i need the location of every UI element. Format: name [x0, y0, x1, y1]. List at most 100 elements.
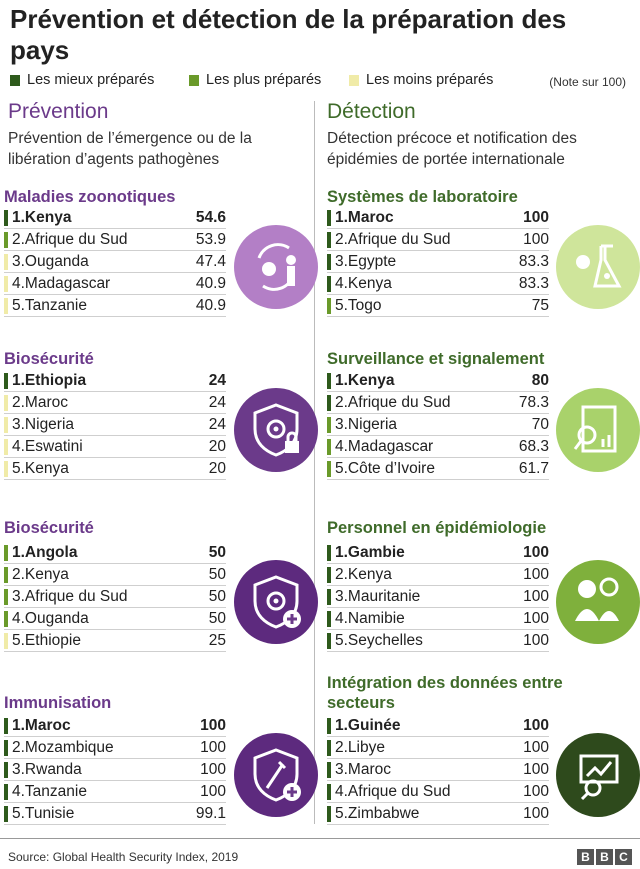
row-rule [4, 250, 226, 251]
preparedness-bar [327, 232, 331, 248]
legend-item-best: Les mieux préparés [10, 72, 154, 88]
preparedness-bar [4, 589, 8, 605]
preparedness-bar [327, 395, 331, 411]
row-rule [327, 629, 549, 630]
preparedness-bar [327, 254, 331, 270]
country-label: 1.Kenya [335, 372, 395, 389]
bbc-logo-letter: B [596, 849, 613, 865]
preparedness-bar [327, 633, 331, 649]
country-label: 4.Afrique du Sud [335, 783, 451, 800]
table-row: 4.Madagascar 68.3 [327, 436, 549, 458]
score-value: 68.3 [518, 438, 549, 455]
country-label: 1.Guinée [335, 717, 401, 734]
score-value: 47.4 [195, 253, 226, 270]
country-label: 1.Ethiopia [12, 372, 87, 389]
preparedness-bar [4, 298, 8, 314]
country-label: 4.Eswatini [12, 438, 83, 455]
row-rule [4, 457, 226, 458]
country-label: 2.Kenya [12, 566, 69, 583]
preparedness-bar [327, 589, 331, 605]
row-rule [327, 228, 549, 229]
score-value: 40.9 [195, 275, 226, 292]
country-label: 4.Madagascar [12, 275, 111, 292]
section-title: Surveillance et signalement [327, 350, 545, 368]
score-value: 100 [200, 739, 226, 756]
section-title: Personnel en épidémiologie [327, 519, 547, 537]
preparedness-bar [4, 784, 8, 800]
table-row: 1.Angola 50 [4, 542, 226, 564]
table-row: 4.Eswatini 20 [4, 436, 226, 458]
table-row: 3.Ouganda 47.4 [4, 251, 226, 273]
country-label: 5.Ethiopie [12, 632, 81, 649]
country-label: 2.Afrique du Sud [335, 394, 451, 411]
country-label: 5.Kenya [12, 460, 69, 477]
row-rule [327, 294, 549, 295]
country-label: 3.Mauritanie [335, 588, 421, 605]
country-label: 1.Maroc [12, 717, 71, 734]
preparedness-bar [4, 633, 8, 649]
row-rule [327, 585, 549, 586]
country-label: 3.Maroc [335, 761, 391, 778]
prevention-title: Prévention [8, 100, 109, 123]
score-value: 100 [200, 761, 226, 778]
page-title: Prévention et détection de la préparatio… [10, 4, 567, 65]
preparedness-bar [4, 232, 8, 248]
row-rule [4, 758, 226, 759]
table-row: 4.Namibie 100 [327, 608, 549, 630]
section-title: Immunisation [4, 694, 112, 712]
row-rule [327, 736, 549, 737]
biohazard-shield-lock-icon [234, 388, 318, 472]
country-label: 1.Angola [12, 544, 78, 561]
table-row: 5.Tunisie 99.1 [4, 803, 226, 825]
score-value: 20 [208, 438, 226, 455]
country-label: 3.Nigeria [335, 416, 398, 433]
table-row: 3.Maroc 100 [327, 759, 549, 781]
table-row: 1.Maroc 100 [327, 207, 549, 229]
preparedness-bar [327, 611, 331, 627]
score-value: 50 [208, 610, 226, 627]
section-title: Intégration des données entre secteurs [327, 674, 563, 712]
preparedness-bar [4, 254, 8, 270]
table-row: 2.Afrique du Sud 53.9 [4, 229, 226, 251]
score-value: 99.1 [195, 805, 226, 822]
country-label: 2.Afrique du Sud [335, 231, 451, 248]
vaccine-shield-icon [234, 733, 318, 817]
biohazard-shield-plus-icon [234, 560, 318, 644]
row-rule [4, 228, 226, 229]
preparedness-bar [4, 567, 8, 583]
row-rule [327, 272, 549, 273]
country-label: 5.Tunisie [12, 805, 75, 822]
table-row: 4.Afrique du Sud 100 [327, 781, 549, 803]
row-rule [327, 563, 549, 564]
preparedness-bar [327, 373, 331, 389]
row-rule [327, 435, 549, 436]
table-row: 2.Kenya 100 [327, 564, 549, 586]
row-rule [4, 802, 226, 803]
score-value: 100 [523, 739, 549, 756]
preparedness-bar [4, 545, 8, 561]
table-row: 2.Libye 100 [327, 737, 549, 759]
country-label: 2.Libye [335, 739, 385, 756]
epidemiology-staff-icon [556, 560, 640, 644]
score-value: 100 [523, 566, 549, 583]
preparedness-bar [4, 611, 8, 627]
preparedness-bar [4, 740, 8, 756]
country-label: 4.Tanzanie [12, 783, 87, 800]
table-row: 4.Tanzanie 100 [4, 781, 226, 803]
table-row: 2.Maroc 24 [4, 392, 226, 414]
score-value: 100 [523, 610, 549, 627]
row-rule [327, 758, 549, 759]
legend-item-more: Les plus préparés [189, 72, 321, 88]
score-value: 100 [523, 761, 549, 778]
country-label: 3.Egypte [335, 253, 397, 270]
row-rule [327, 651, 549, 652]
country-label: 5.Togo [335, 297, 382, 314]
row-rule [327, 391, 549, 392]
score-value: 100 [523, 805, 549, 822]
score-value: 50 [208, 566, 226, 583]
score-value: 78.3 [518, 394, 549, 411]
country-label: 1.Gambie [335, 544, 405, 561]
country-label: 4.Madagascar [335, 438, 434, 455]
row-rule [4, 629, 226, 630]
score-value: 100 [523, 588, 549, 605]
